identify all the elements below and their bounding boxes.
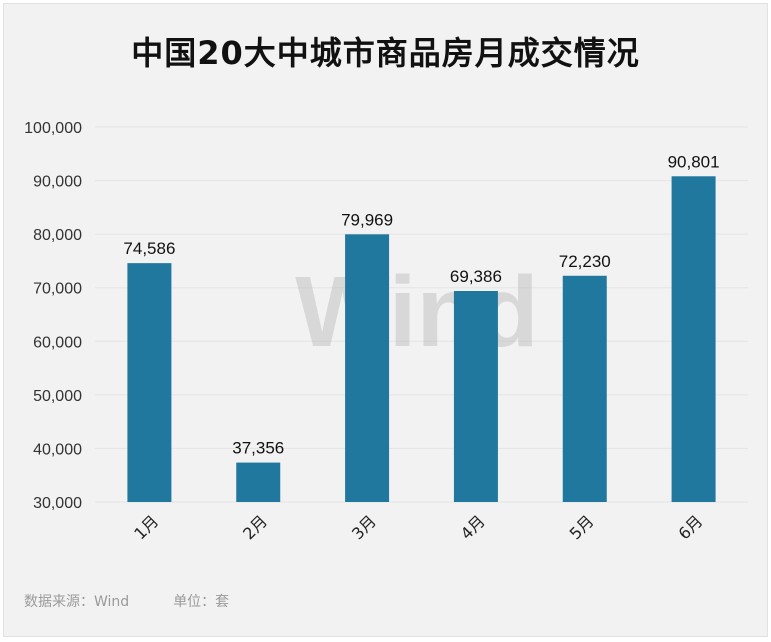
y-axis: 30,000 40,000 50,000 60,000 70,000 80,000 90,0…: [24, 120, 82, 512]
data-label: 90,801: [668, 152, 720, 171]
y-tick-label: 60,000: [33, 334, 82, 351]
bar-1: [127, 263, 172, 502]
y-tick-label: 100,000: [24, 120, 82, 137]
x-tick-label: 6月: [674, 511, 706, 543]
unit-note: 单位：套: [173, 594, 230, 610]
x-tick-label: 5月: [566, 511, 598, 543]
x-tick-label: 3月: [348, 511, 380, 543]
grid-lines: [95, 126, 748, 503]
y-tick-label: 70,000: [33, 281, 82, 298]
y-tick-label: 30,000: [33, 495, 82, 512]
y-tick-label: 40,000: [33, 441, 82, 458]
data-label: 69,386: [450, 267, 502, 286]
x-tick-label: 1月: [130, 511, 162, 543]
x-axis: 1月 2月 3月 4月 5月 6月: [130, 511, 706, 543]
data-label: 72,230: [559, 252, 611, 271]
bars: 74,586 37,356 79,969 69,386 72,230 90,801: [123, 152, 720, 503]
y-tick-label: 90,000: [33, 174, 82, 191]
bar-3: [345, 234, 390, 502]
bar-6: [671, 176, 716, 503]
watermark: Wind: [295, 256, 538, 368]
y-tick-label: 50,000: [33, 388, 82, 405]
bar-5: [562, 275, 607, 502]
x-tick-label: 2月: [239, 511, 271, 543]
source-note: 数据来源：Wind: [24, 594, 130, 610]
data-label: 74,586: [123, 239, 175, 258]
bar-4: [453, 291, 498, 502]
bar-2: [236, 462, 281, 502]
footer: 数据来源：Wind 单位：套: [24, 591, 229, 611]
data-label: 37,356: [232, 439, 284, 458]
chart-title: 中国20大中城市商品房月成交情况: [131, 34, 640, 72]
y-tick-label: 80,000: [33, 227, 82, 244]
data-label: 79,969: [341, 210, 393, 229]
x-tick-label: 4月: [457, 511, 489, 543]
